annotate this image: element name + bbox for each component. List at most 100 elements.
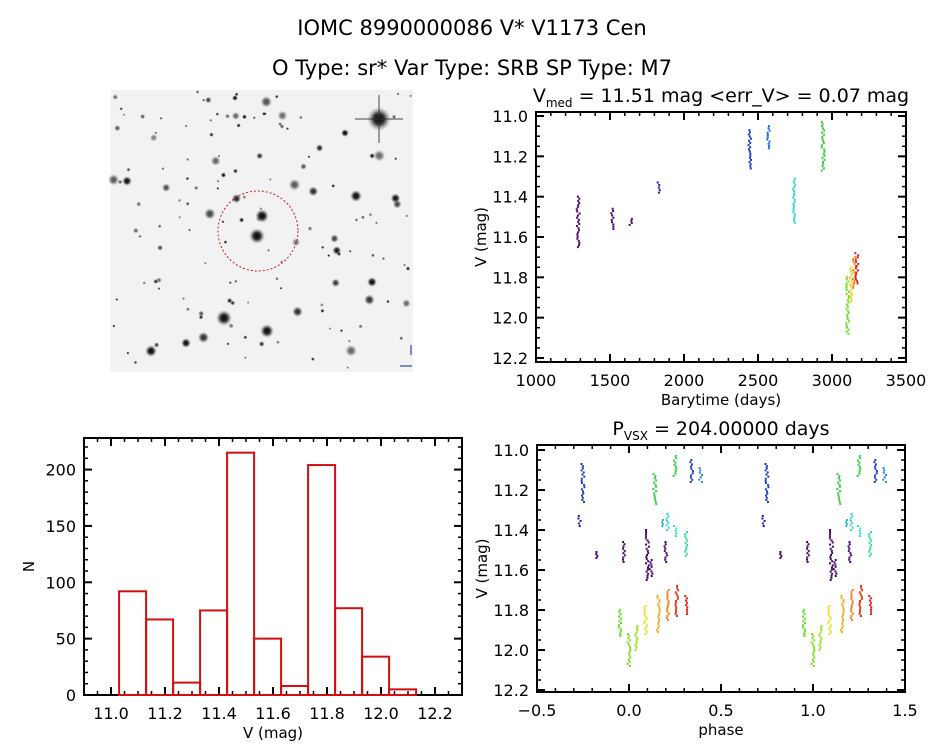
- star: [178, 215, 182, 219]
- star: [307, 226, 313, 232]
- data-point: [766, 471, 769, 474]
- data-point: [655, 485, 658, 488]
- data-point: [644, 628, 647, 631]
- data-point: [853, 282, 856, 285]
- star: [307, 155, 311, 159]
- data-point: [845, 330, 848, 333]
- data-point: [806, 556, 809, 559]
- data-point: [860, 585, 863, 587]
- data-point: [617, 626, 620, 629]
- data-point: [619, 628, 622, 631]
- star: [243, 335, 248, 340]
- y-tick-label: 11.0: [492, 107, 528, 126]
- plot-title: Vmed = 11.51 mag <err_V> = 0.07 mag: [533, 85, 909, 110]
- star: [243, 356, 247, 360]
- data-point: [674, 591, 677, 594]
- data-point: [582, 492, 585, 495]
- data-point: [847, 295, 850, 298]
- data-point: [848, 289, 851, 292]
- histogram-bar: [226, 451, 256, 696]
- data-point: [647, 541, 650, 544]
- star: [185, 176, 190, 181]
- star: [139, 113, 146, 120]
- data-point: [766, 133, 769, 136]
- data-point: [646, 568, 649, 571]
- data-point: [623, 554, 626, 557]
- star: [348, 249, 352, 253]
- data-point: [793, 219, 796, 222]
- star: [232, 168, 238, 174]
- data-point: [656, 597, 659, 600]
- data-point: [672, 459, 675, 462]
- data-point: [628, 652, 631, 655]
- data-point: [583, 484, 586, 487]
- data-point: [822, 127, 825, 130]
- x-tick-label: −0.5: [518, 701, 557, 720]
- data-point: [619, 622, 622, 624]
- data-point: [823, 167, 826, 170]
- data-point: [657, 616, 660, 619]
- bright-star: [181, 338, 191, 348]
- data-point: [828, 609, 831, 612]
- data-point: [854, 275, 857, 278]
- data-point: [674, 472, 677, 475]
- data-point: [850, 266, 853, 269]
- star: [157, 244, 164, 251]
- data-point: [767, 125, 770, 128]
- data-point: [829, 547, 832, 550]
- data-point: [850, 608, 853, 611]
- data-point: [626, 641, 629, 644]
- data-point: [870, 610, 873, 613]
- star: [226, 297, 233, 304]
- data-point: [845, 519, 848, 521]
- data-point: [829, 543, 832, 546]
- data-point: [674, 530, 677, 532]
- data-point: [829, 579, 832, 581]
- star: [226, 342, 230, 346]
- data-point: [675, 468, 678, 471]
- star: [321, 245, 325, 250]
- data-point: [578, 197, 581, 200]
- data-point: [830, 576, 833, 579]
- data-point: [764, 479, 767, 482]
- star: [221, 220, 225, 224]
- star: [197, 331, 210, 344]
- data-point: [618, 619, 621, 622]
- data-point: [650, 575, 653, 577]
- data-point: [650, 570, 653, 573]
- data-point: [658, 609, 661, 612]
- data-point: [674, 602, 677, 605]
- data-point: [666, 614, 669, 617]
- data-point: [646, 576, 649, 579]
- star: [373, 149, 386, 162]
- star: [331, 183, 336, 188]
- data-point: [834, 563, 837, 566]
- data-point: [868, 533, 871, 536]
- data-point: [749, 163, 752, 166]
- data-point: [663, 549, 666, 552]
- data-point: [618, 611, 621, 614]
- data-point: [576, 206, 579, 209]
- data-point: [848, 541, 851, 543]
- data-point: [839, 485, 842, 488]
- data-point: [857, 254, 860, 257]
- bright-star: [122, 176, 132, 186]
- data-point: [629, 665, 632, 667]
- star: [238, 217, 245, 223]
- data-point: [875, 463, 878, 466]
- data-point: [849, 616, 852, 619]
- data-point: [612, 210, 615, 213]
- data-point: [645, 624, 648, 627]
- data-point: [655, 503, 658, 505]
- y-tick-label: 12.2: [492, 349, 528, 368]
- data-point: [666, 591, 669, 594]
- data-point: [803, 632, 806, 635]
- star: [319, 303, 324, 307]
- data-point: [850, 270, 853, 273]
- data-point: [841, 626, 844, 629]
- star: [368, 212, 373, 217]
- data-point: [663, 545, 666, 548]
- star: [260, 95, 273, 108]
- data-point: [645, 547, 648, 550]
- star: [181, 296, 186, 301]
